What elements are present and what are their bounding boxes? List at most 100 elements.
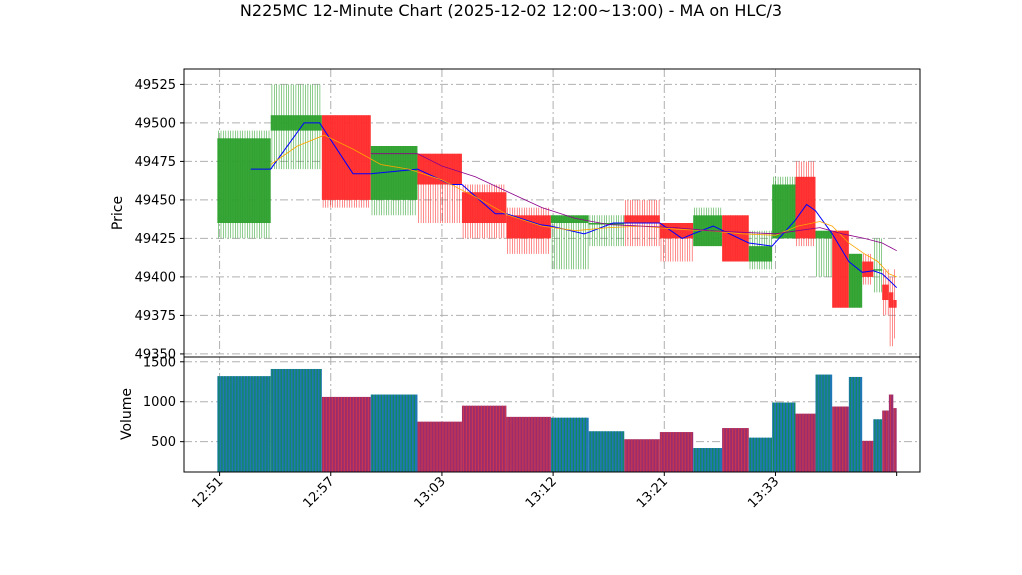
x-tick-label: 13:21	[634, 474, 671, 511]
volume-bar-up	[217, 376, 271, 472]
moving-average-lines	[250, 122, 898, 289]
candle-body	[873, 269, 883, 271]
candle-up	[588, 215, 625, 247]
volume-bar-up	[693, 448, 723, 472]
volume-bar	[588, 431, 625, 472]
candle-down	[722, 215, 749, 262]
volume-bar-down	[722, 428, 749, 472]
candle-down	[882, 269, 889, 316]
candle-up	[748, 230, 773, 270]
candle-up	[270, 84, 322, 170]
volume-bars	[217, 368, 897, 472]
candle-down	[417, 153, 462, 224]
candle-body	[550, 215, 589, 224]
candle-down	[888, 276, 894, 347]
price-tick-label: 49375	[135, 309, 176, 324]
price-tick-label: 49475	[135, 155, 176, 170]
volume-bar-down	[506, 416, 551, 472]
candle-body	[624, 215, 660, 224]
volume-bar-up	[370, 394, 418, 472]
volume-panel-frame	[183, 356, 921, 473]
candle-body	[588, 223, 625, 225]
candle-up	[370, 146, 418, 216]
candle-body	[772, 184, 796, 239]
candle-body	[848, 253, 863, 308]
volume-bar-up	[748, 437, 773, 472]
candle-body	[461, 192, 507, 224]
price-tick-label: 49400	[135, 270, 176, 285]
x-tick-label: 13:12	[523, 474, 560, 511]
volume-bar	[882, 410, 889, 472]
volume-bar-down	[795, 413, 816, 472]
ma-short-line	[250, 122, 898, 289]
volume-bar-down	[832, 406, 849, 472]
candle-body	[795, 176, 816, 239]
candle-body	[506, 215, 551, 239]
x-tick-label: 13:03	[412, 474, 449, 511]
price-tick-label: 49450	[135, 193, 176, 208]
chart-title: N225MC 12-Minute Chart (2025-12-02 12:00…	[240, 1, 782, 20]
candle-body	[815, 230, 833, 239]
volume-y-ticks: 500 1000 1500	[143, 355, 184, 450]
candle-body	[888, 292, 894, 308]
candle-down	[862, 253, 874, 285]
x-tick-label: 12:57	[300, 474, 337, 511]
x-tick-label: 12:51	[189, 474, 226, 511]
candle-up	[772, 176, 796, 239]
volume-bar-down	[893, 408, 897, 472]
volume-bar-down	[417, 421, 462, 472]
volume-bar-down	[882, 410, 889, 472]
volume-tick-label: 1000	[143, 395, 176, 410]
price-tick-label: 49525	[135, 78, 176, 93]
volume-bar-up	[588, 431, 625, 472]
candle-body	[659, 223, 694, 239]
candle-body	[270, 115, 322, 131]
candle-up	[848, 253, 863, 308]
volume-bar-up	[772, 402, 796, 472]
volume-bar	[748, 437, 773, 472]
volume-bar	[832, 406, 849, 472]
price-tick-label: 49425	[135, 232, 176, 247]
volume-bar	[862, 440, 874, 472]
volume-bar-down	[461, 405, 507, 472]
volume-bar-down	[321, 396, 371, 472]
candle-up	[217, 130, 271, 239]
volume-bar-up	[848, 376, 863, 472]
price-y-ticks: 49350 49375 49400 49425 49450 49475 49500 49525	[135, 78, 184, 362]
volume-bar	[624, 439, 660, 472]
x-tick-label: 13:33	[745, 474, 782, 511]
volume-bar-up	[815, 374, 833, 472]
price-tick-label: 49500	[135, 116, 176, 131]
volume-bar-down	[624, 439, 660, 472]
volume-bar-up	[550, 417, 589, 472]
candle-body	[893, 300, 897, 308]
volume-bar-down	[888, 394, 894, 472]
price-candles	[217, 84, 897, 347]
candle-body	[722, 215, 749, 262]
candle-down	[832, 230, 849, 308]
candle-up	[815, 230, 833, 277]
candle-down	[795, 161, 816, 247]
volume-bar-up	[873, 419, 883, 472]
candle-body	[832, 230, 849, 308]
volume-bar	[815, 374, 833, 472]
volume-bar-down	[862, 440, 874, 472]
candle-body	[321, 115, 371, 200]
candle-body	[748, 246, 773, 262]
volume-bar	[217, 376, 271, 472]
candle-body	[862, 261, 874, 277]
candle-up	[550, 215, 589, 270]
volume-bar-up	[270, 368, 322, 472]
price-axis-label: Price	[110, 196, 126, 230]
candle-down	[893, 269, 897, 339]
candle-down	[321, 115, 371, 208]
ma-long-line	[370, 153, 897, 252]
volume-tick-label: 1500	[143, 355, 176, 370]
candle-down	[461, 184, 507, 239]
x-axis-ticks: 12:51 12:57 13:03 13:12 13:21 13:33	[189, 472, 898, 511]
price-tick-label: 49350	[135, 347, 176, 362]
volume-bar-down	[659, 432, 694, 472]
candle-down	[506, 207, 551, 254]
volume-tick-label: 500	[151, 435, 176, 450]
